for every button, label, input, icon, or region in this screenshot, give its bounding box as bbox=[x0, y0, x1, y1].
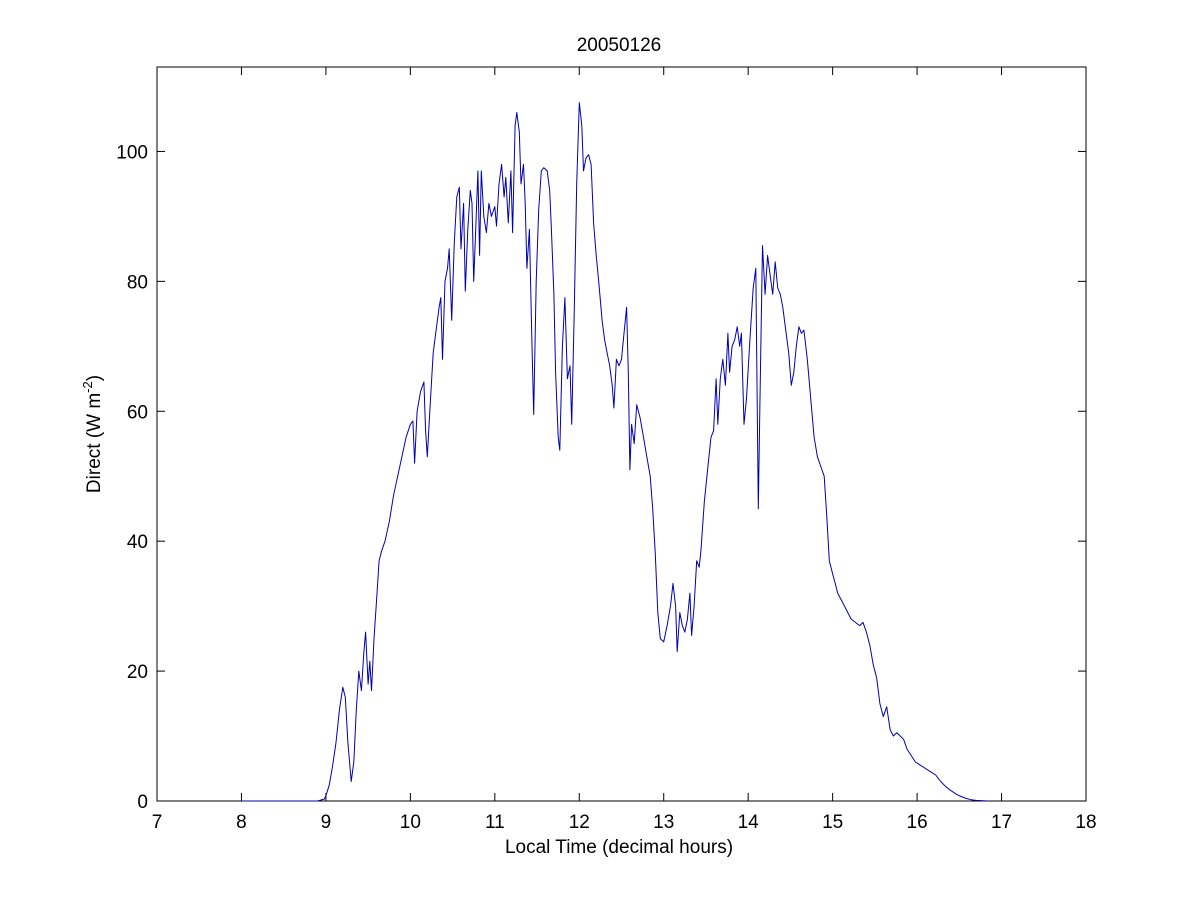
x-tick-label: 16 bbox=[907, 812, 928, 833]
y-axis-label-close: ) bbox=[84, 375, 105, 381]
y-tick-label: 80 bbox=[127, 272, 148, 293]
y-tick-label: 40 bbox=[127, 532, 148, 553]
x-tick-label: 9 bbox=[321, 812, 332, 833]
x-tick-label: 17 bbox=[991, 812, 1012, 833]
y-axis-label: Direct (W m-2) bbox=[80, 375, 105, 493]
axis-ticks: 7 8 9 10 11 12 13 14 15 16 17 18 0 20 40 60 80 100 bbox=[116, 67, 1097, 833]
y-tick-label: 20 bbox=[127, 662, 148, 683]
x-tick-label: 14 bbox=[738, 812, 760, 833]
x-tick-label: 8 bbox=[236, 812, 247, 833]
y-tick-label: 100 bbox=[116, 142, 148, 163]
chart-title: 20050126 bbox=[577, 35, 662, 56]
series-line-direct bbox=[241, 102, 989, 802]
y-axis-label-text: Direct (W m bbox=[84, 393, 105, 493]
x-tick-label: 10 bbox=[400, 812, 421, 833]
y-tick-label: 0 bbox=[137, 792, 148, 813]
y-tick-label: 60 bbox=[127, 402, 148, 423]
x-tick-label: 15 bbox=[822, 812, 843, 833]
plot-area bbox=[156, 66, 1087, 802]
x-tick-label: 13 bbox=[653, 812, 674, 833]
x-tick-label: 7 bbox=[152, 812, 163, 833]
x-tick-label: 11 bbox=[485, 812, 505, 833]
x-axis-label: Local Time (decimal hours) bbox=[505, 837, 733, 858]
data-series bbox=[241, 102, 989, 802]
x-tick-label: 12 bbox=[569, 812, 590, 833]
y-axis-label-superscript: -2 bbox=[80, 381, 95, 393]
x-tick-label: 18 bbox=[1075, 812, 1096, 833]
